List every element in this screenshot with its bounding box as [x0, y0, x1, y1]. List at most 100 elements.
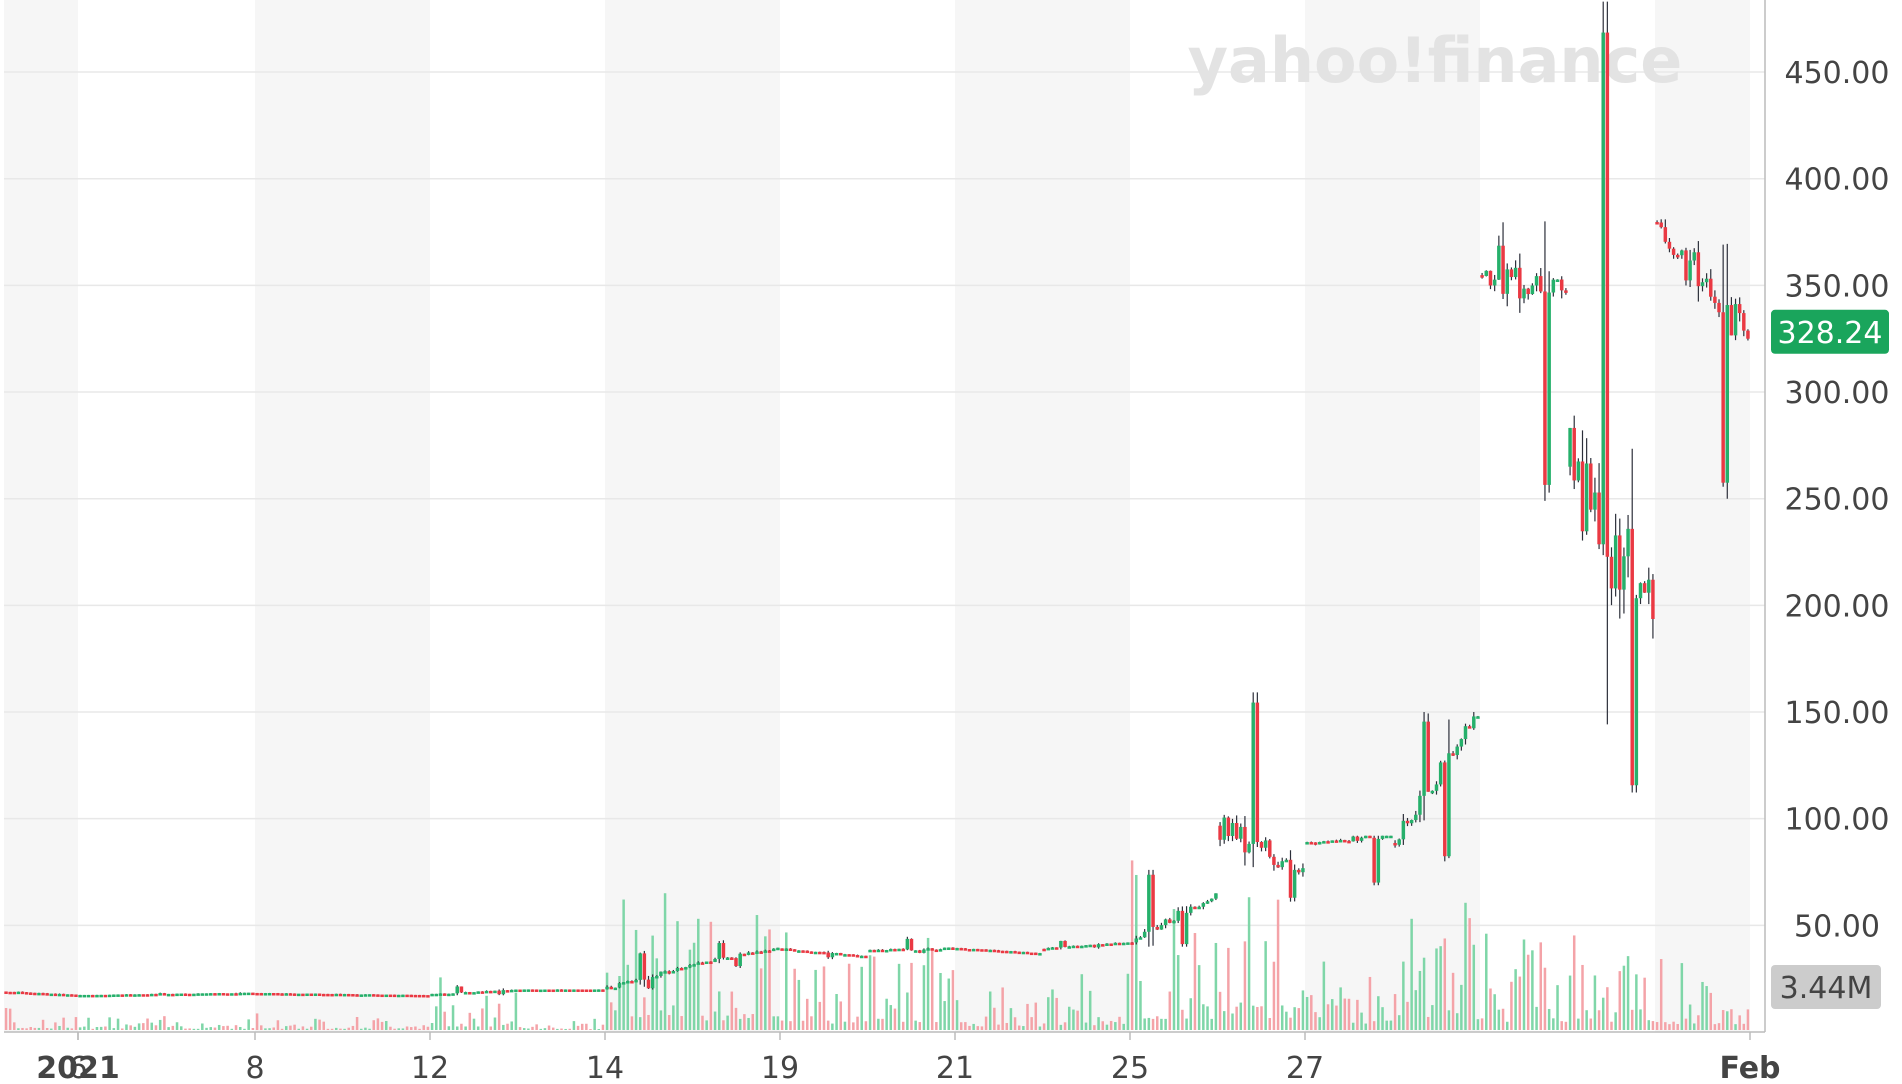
volume-bar-up	[364, 1027, 367, 1030]
last-price-label: 328.24	[1778, 316, 1883, 351]
candle-body-up	[1292, 869, 1297, 898]
volume-bar-up	[238, 1026, 242, 1030]
candle-body-down	[1651, 579, 1655, 620]
x-tick-label: 27	[1286, 1051, 1324, 1084]
candle-body-up	[1176, 910, 1180, 921]
volume-bar-down	[260, 1025, 263, 1030]
volume-bar-down	[1260, 1006, 1263, 1030]
candle-body-up	[1364, 835, 1368, 839]
candle-body-up	[1401, 820, 1406, 840]
volume-bar-up	[1135, 874, 1138, 1030]
candle-body-down	[951, 947, 955, 951]
candle-body-up	[472, 992, 476, 995]
volume-bar-up	[1552, 1018, 1555, 1030]
volume-bar-up	[955, 1000, 959, 1030]
volume-bar-up	[663, 893, 667, 1030]
candle-body-down	[4, 991, 8, 994]
candle-body-down	[730, 957, 734, 960]
volume-bar-up	[676, 921, 679, 1030]
volume-bar-up	[192, 1028, 196, 1030]
y-tick-label: 250.00	[1785, 483, 1890, 518]
volume-bar-up	[1264, 941, 1267, 1030]
volume-bar-down	[1581, 964, 1584, 1030]
candle-body-up	[675, 967, 680, 972]
volume-bar-up	[885, 998, 888, 1030]
volume-bar-down	[129, 1025, 132, 1030]
candle-body-up	[1172, 920, 1176, 924]
candle-body-down	[864, 955, 868, 959]
volume-bar-down	[1709, 992, 1712, 1030]
volume-bar-down	[1406, 1001, 1409, 1030]
volume-bar-down	[793, 968, 796, 1030]
candle-body-up	[655, 975, 659, 979]
volume-bar-down	[70, 1028, 74, 1030]
volume-bar-up	[1622, 965, 1626, 1030]
volume-bar-down	[489, 1026, 493, 1030]
volume-bar-up	[1164, 1018, 1167, 1030]
volume-bar-up	[99, 1026, 103, 1030]
volume-bar-up	[1051, 989, 1054, 1030]
candle-body-down	[322, 993, 326, 997]
candle-body-down	[292, 993, 297, 996]
volume-bar-up	[713, 1011, 717, 1030]
volume-bar-down	[1618, 971, 1622, 1030]
candle-body-up	[1613, 535, 1618, 589]
volume-bar-up	[1585, 1010, 1588, 1030]
y-tick-label: 300.00	[1785, 376, 1890, 411]
volume-bar-down	[535, 1024, 538, 1030]
x-tick-label: 14	[586, 1051, 624, 1084]
candle-body-down	[847, 954, 851, 957]
volume-bar-down	[497, 1003, 501, 1030]
candle-body-down	[162, 993, 167, 996]
candle-body-down	[154, 993, 158, 997]
candle-body-up	[1638, 583, 1643, 599]
candle-body-down	[459, 986, 464, 993]
candle-body-up	[1138, 937, 1143, 940]
candle-body-up	[1505, 269, 1509, 294]
candle-body-up	[926, 948, 930, 951]
x-tick-label: 19	[761, 1051, 799, 1084]
candle-body-down	[893, 948, 897, 952]
volume-bar-down	[872, 956, 876, 1030]
candle-body-up	[1397, 839, 1401, 845]
candle-body-up	[1280, 861, 1284, 868]
volume-bar-up	[914, 1020, 917, 1030]
volume-bar-up	[87, 1017, 90, 1030]
candle-body-up	[137, 994, 141, 997]
last-volume-label: 3.44M	[1780, 971, 1873, 1006]
candle-body-up	[455, 986, 459, 994]
volume-bar-down	[184, 1028, 187, 1030]
volume-bar-up	[1522, 939, 1526, 1030]
candle-body-down	[1663, 227, 1668, 242]
volume-bar-up	[1214, 942, 1218, 1030]
candle-body-down	[967, 949, 972, 952]
candle-body-up	[717, 943, 721, 959]
candle-body-up	[82, 994, 87, 998]
candle-body-down	[1255, 702, 1260, 843]
volume-bar-up	[1038, 1026, 1042, 1030]
candle-body-up	[1239, 826, 1243, 839]
candle-body-down	[376, 994, 380, 997]
candle-body-up	[634, 979, 638, 983]
volume-bar-down	[730, 991, 734, 1030]
candle-body-up	[1688, 260, 1692, 281]
volume-bar-up	[1047, 997, 1050, 1030]
volume-bar-up	[776, 1016, 780, 1030]
volume-bar-up	[972, 1023, 975, 1030]
y-tick-label: 100.00	[1785, 803, 1890, 838]
candle-body-down	[1276, 864, 1280, 868]
volume-bar-up	[1410, 918, 1413, 1030]
volume-bar-down	[1026, 1003, 1029, 1030]
candle-body-up	[217, 993, 221, 996]
volume-bar-down	[993, 1007, 996, 1030]
volume-bar-down	[301, 1026, 305, 1030]
volume-bar-up	[1105, 1024, 1109, 1030]
candle-body-down	[909, 938, 914, 951]
volume-bar-down	[647, 1014, 650, 1030]
candle-body-up	[49, 993, 54, 997]
candle-body-up	[334, 993, 338, 997]
candle-body-down	[963, 948, 968, 951]
y-tick-label: 50.00	[1794, 909, 1880, 944]
volume-bar-down	[1480, 1018, 1484, 1030]
volume-bar-down	[322, 1021, 325, 1030]
